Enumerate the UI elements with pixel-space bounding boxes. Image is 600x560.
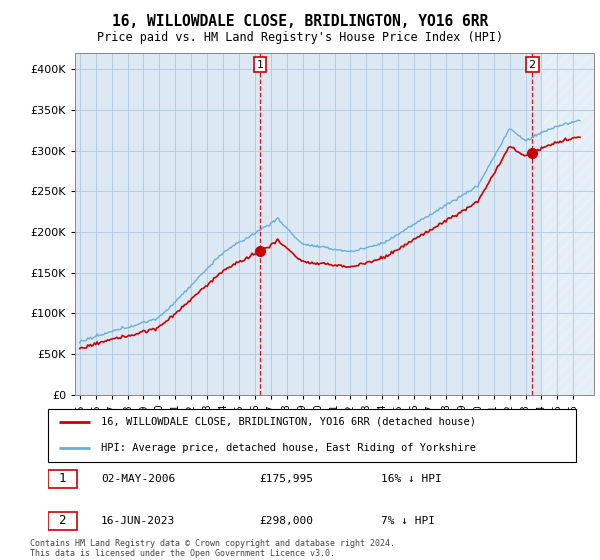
Text: 1: 1 xyxy=(257,59,264,69)
Text: 7% ↓ HPI: 7% ↓ HPI xyxy=(380,516,434,526)
Text: Price paid vs. HM Land Registry's House Price Index (HPI): Price paid vs. HM Land Registry's House … xyxy=(97,31,503,44)
Text: 2: 2 xyxy=(529,59,536,69)
Text: 16% ↓ HPI: 16% ↓ HPI xyxy=(380,474,442,484)
Text: 02-MAY-2006: 02-MAY-2006 xyxy=(101,474,175,484)
Bar xyxy=(541,53,594,395)
Text: HPI: Average price, detached house, East Riding of Yorkshire: HPI: Average price, detached house, East… xyxy=(101,443,476,453)
Text: 16-JUN-2023: 16-JUN-2023 xyxy=(101,516,175,526)
Text: £298,000: £298,000 xyxy=(259,516,313,526)
Text: £175,995: £175,995 xyxy=(259,474,313,484)
FancyBboxPatch shape xyxy=(48,470,77,488)
Text: 2: 2 xyxy=(59,514,66,528)
Text: Contains HM Land Registry data © Crown copyright and database right 2024.
This d: Contains HM Land Registry data © Crown c… xyxy=(30,539,395,558)
Text: 1: 1 xyxy=(59,472,66,486)
Text: 16, WILLOWDALE CLOSE, BRIDLINGTON, YO16 6RR (detached house): 16, WILLOWDALE CLOSE, BRIDLINGTON, YO16 … xyxy=(101,417,476,427)
FancyBboxPatch shape xyxy=(48,409,576,462)
Text: 16, WILLOWDALE CLOSE, BRIDLINGTON, YO16 6RR: 16, WILLOWDALE CLOSE, BRIDLINGTON, YO16 … xyxy=(112,14,488,29)
FancyBboxPatch shape xyxy=(48,512,77,530)
